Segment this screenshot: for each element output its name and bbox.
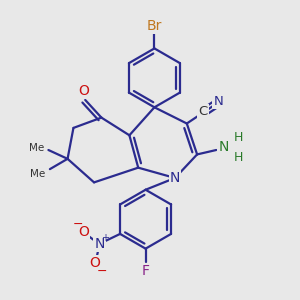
Text: C: C — [198, 105, 208, 118]
Text: −: − — [73, 218, 83, 231]
Text: H: H — [234, 131, 243, 144]
Text: −: − — [96, 265, 107, 278]
Text: F: F — [142, 264, 150, 278]
Text: Br: Br — [147, 19, 162, 33]
Text: O: O — [78, 84, 89, 98]
Text: N: N — [213, 94, 223, 108]
Text: O: O — [90, 256, 101, 270]
Text: N: N — [94, 237, 105, 251]
Text: N: N — [170, 171, 180, 185]
Text: O: O — [78, 225, 89, 239]
Text: N: N — [218, 140, 229, 154]
Text: +: + — [101, 233, 109, 243]
Text: Me: Me — [29, 142, 44, 153]
Text: Me: Me — [31, 169, 46, 179]
Text: H: H — [234, 151, 243, 164]
